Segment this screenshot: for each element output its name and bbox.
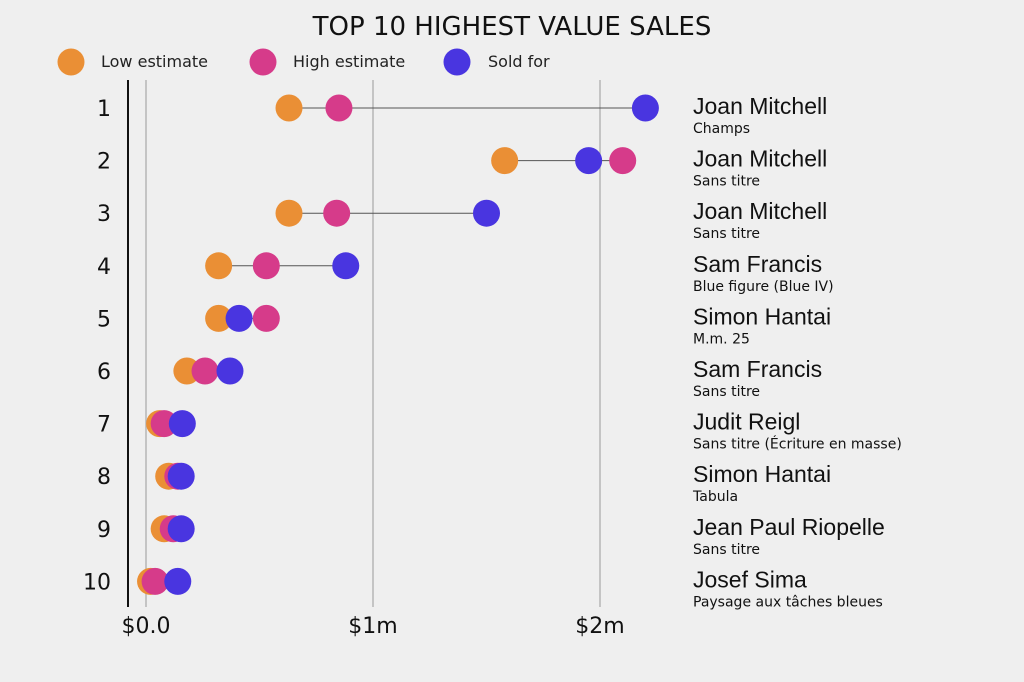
data-row: 5 Simon Hantai M.m. 25	[97, 303, 831, 347]
gridlines	[145, 80, 601, 607]
dot-high	[252, 252, 280, 280]
artist-name: Josef Sima	[693, 566, 807, 592]
dot-high	[609, 147, 637, 175]
work-title: Sans titre (Écriture en masse)	[693, 436, 902, 453]
data-row: 2 Joan Mitchell Sans titre	[97, 146, 827, 190]
work-title: Sans titre	[693, 542, 760, 558]
rank-label: 3	[97, 202, 111, 227]
x-tick-label: $2m	[575, 614, 624, 639]
legend-marker-high	[249, 48, 277, 76]
rank-label: 2	[97, 150, 111, 175]
dot-sold	[216, 357, 244, 385]
dot-high	[191, 357, 219, 385]
dot-sold	[473, 199, 500, 227]
data-rows: 1 Joan Mitchell Champs 2 Joan Mitchell Sans t…	[83, 93, 902, 610]
artist-name: Joan Mitchell	[693, 93, 827, 119]
rank-label: 4	[97, 255, 111, 280]
dot-low	[275, 199, 303, 227]
rank-label: 8	[97, 465, 111, 490]
work-title: Blue figure (Blue IV)	[693, 279, 834, 295]
dot-sold	[168, 410, 196, 438]
rank-label: 10	[83, 570, 111, 595]
work-title: Sans titre	[693, 174, 760, 190]
data-row: 10 Josef Sima Paysage aux tâches bleues	[83, 566, 883, 610]
dot-sold	[164, 567, 192, 595]
data-row: 3 Joan Mitchell Sans titre	[97, 198, 827, 242]
work-title: Sans titre	[693, 226, 760, 242]
legend-label-sold: Sold for	[488, 52, 550, 71]
data-row: 4 Sam Francis Blue figure (Blue IV)	[97, 251, 834, 295]
dot-high	[325, 94, 353, 122]
data-row: 9 Jean Paul Riopelle Sans titre	[97, 514, 885, 558]
work-title: Champs	[693, 121, 750, 137]
work-title: M.m. 25	[693, 331, 750, 347]
rank-label: 5	[97, 307, 111, 332]
dot-low	[275, 94, 303, 122]
rank-label: 1	[97, 97, 111, 122]
dot-high	[252, 304, 280, 332]
legend-label-high: High estimate	[293, 52, 405, 71]
dot-sold	[167, 515, 195, 543]
data-row: 6 Sam Francis Sans titre	[97, 356, 822, 400]
artist-name: Joan Mitchell	[693, 198, 827, 224]
x-tick-label: $1m	[348, 614, 397, 639]
dot-sold	[631, 94, 659, 122]
data-row: 1 Joan Mitchell Champs	[97, 93, 827, 137]
dot-sold	[167, 462, 195, 490]
dot-sold	[225, 304, 253, 332]
rank-label: 9	[97, 518, 111, 543]
dot-sold	[575, 147, 603, 175]
dot-low	[491, 147, 519, 175]
artist-name: Simon Hantai	[693, 303, 831, 329]
artist-name: Judit Reigl	[693, 409, 800, 435]
x-tick-label: $0.0	[122, 614, 171, 639]
dot-high	[323, 199, 351, 227]
dot-low	[205, 252, 233, 280]
legend-label-low: Low estimate	[101, 52, 208, 71]
rank-label: 7	[97, 413, 111, 438]
dot-sold	[332, 252, 360, 280]
artist-name: Jean Paul Riopelle	[693, 514, 885, 540]
work-title: Paysage aux tâches bleues	[693, 594, 883, 610]
artist-name: Sam Francis	[693, 356, 822, 382]
data-row: 8 Simon Hantai Tabula	[97, 461, 831, 505]
artist-name: Simon Hantai	[693, 461, 831, 487]
rank-label: 6	[97, 360, 111, 385]
legend-marker-sold	[443, 48, 471, 76]
work-title: Tabula	[692, 489, 738, 505]
chart-title: TOP 10 HIGHEST VALUE SALES	[312, 12, 712, 42]
x-axis: $0.0 $1m $2m	[122, 80, 625, 639]
artist-name: Sam Francis	[693, 251, 822, 277]
work-title: Sans titre	[693, 384, 760, 400]
artist-name: Joan Mitchell	[693, 146, 827, 172]
dot-low	[205, 304, 233, 332]
dot-high	[141, 567, 169, 595]
legend: Low estimate High estimate Sold for	[57, 48, 550, 76]
legend-marker-low	[57, 48, 85, 76]
